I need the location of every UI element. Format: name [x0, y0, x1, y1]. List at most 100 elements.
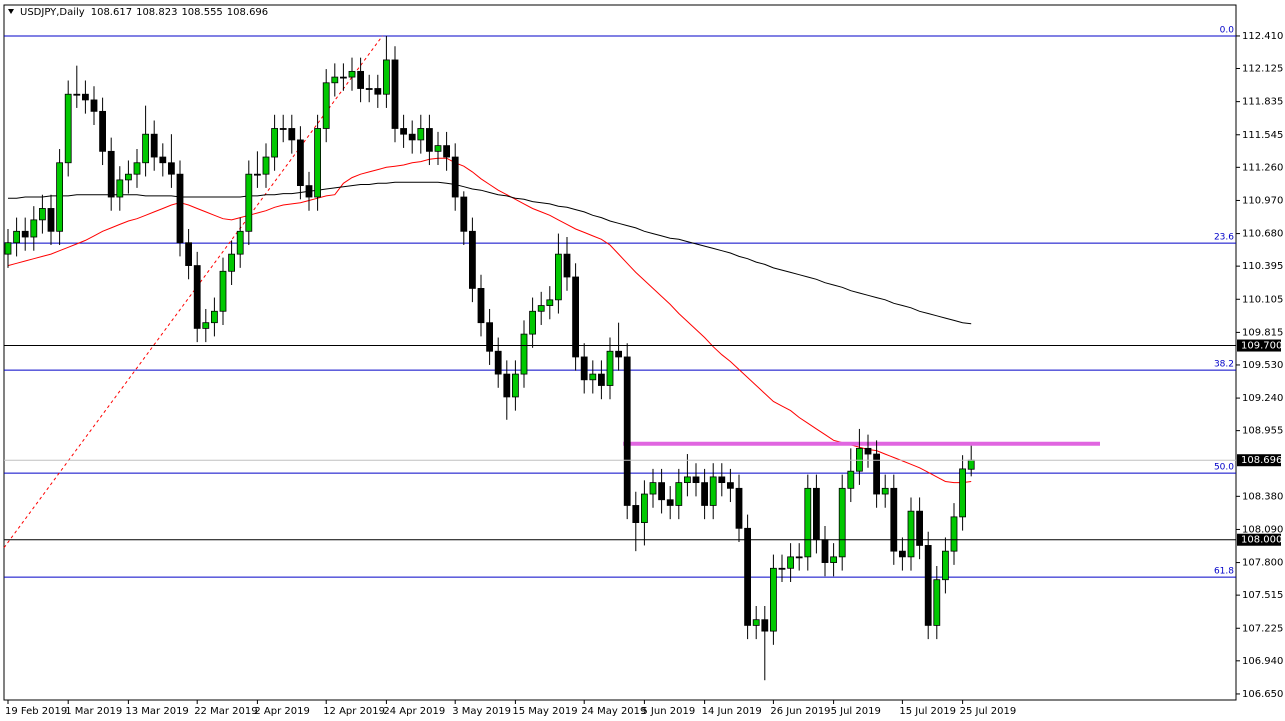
candle-body [727, 482, 734, 489]
candle-body [692, 476, 700, 484]
price-level-box [1237, 339, 1281, 352]
candle-body [649, 482, 657, 495]
y-tick-label: 106.650 [1242, 689, 1283, 700]
candle-body [795, 556, 803, 559]
low: 108.555 [181, 7, 222, 18]
candle-body [718, 476, 726, 484]
candle-body [907, 510, 915, 558]
y-tick-label: 107.800 [1242, 558, 1283, 569]
candle-body [288, 128, 296, 141]
fib-trendline [3, 35, 383, 549]
candle-body [331, 76, 339, 84]
y-tick-label: 106.940 [1242, 656, 1283, 667]
current-price-label: 108.696 [1241, 455, 1282, 466]
candle-body [253, 173, 261, 176]
y-tick-label: 111.545 [1242, 130, 1283, 141]
candle-body [950, 516, 958, 552]
candle-body [761, 619, 769, 632]
candle-body [709, 476, 717, 506]
candle-body [468, 230, 476, 289]
candle-body [641, 493, 648, 523]
candle-body [150, 133, 158, 158]
candle-body [924, 545, 932, 626]
y-tick-label: 110.680 [1242, 229, 1283, 240]
candle-body [684, 476, 691, 484]
candle-body [735, 487, 743, 529]
y-tick-label: 107.515 [1242, 590, 1283, 601]
fib-label: 38.2 [1214, 360, 1234, 370]
candle-body [563, 253, 571, 278]
candle-body [434, 145, 442, 152]
plot-frame [3, 4, 1237, 701]
fib-label: 61.8 [1214, 567, 1234, 577]
candle-body [236, 230, 244, 255]
candle-body [503, 373, 511, 398]
candle-body [589, 373, 597, 381]
candle-body [580, 356, 588, 381]
candle-body [520, 333, 528, 375]
candle-body [744, 527, 751, 626]
candle-body [598, 373, 605, 386]
candle-body [305, 185, 313, 198]
y-tick-label: 109.240 [1242, 393, 1283, 404]
candle-body [4, 242, 12, 255]
candle-body [477, 288, 485, 324]
candle-body [873, 453, 880, 495]
candle-body [271, 128, 279, 158]
fib-label: 50.0 [1214, 463, 1234, 473]
candle-body [537, 305, 545, 312]
candle-body [56, 162, 63, 232]
candle-body [778, 567, 786, 570]
candle-body [666, 499, 674, 506]
candle-body [39, 208, 46, 221]
candle-body [451, 156, 459, 198]
y-tick-label: 112.125 [1242, 64, 1283, 75]
price-level-label: 109.700 [1241, 341, 1282, 352]
candle-body [382, 59, 390, 95]
candle-body [821, 539, 829, 563]
candle-body [374, 88, 382, 95]
candle-body [133, 162, 141, 175]
candle-body [296, 139, 304, 187]
candle-body [400, 128, 408, 135]
x-tick-label: 15 May 2019 [512, 706, 577, 717]
candle-body [555, 253, 562, 301]
candle-body [959, 468, 966, 518]
candle-body [245, 173, 253, 232]
candle-body [967, 459, 975, 470]
y-tick-label: 107.225 [1242, 623, 1283, 634]
candle-body [813, 487, 820, 541]
y-tick-label: 109.530 [1242, 360, 1283, 371]
candle-body [408, 133, 416, 141]
candle-body [830, 556, 837, 563]
menu-arrow[interactable] [8, 9, 14, 14]
candle-body [219, 270, 227, 312]
price-level-label: 108.000 [1241, 535, 1282, 546]
candle-body [322, 82, 330, 129]
candle-body [658, 482, 665, 501]
x-tick-label: 24 Apr 2019 [383, 706, 445, 717]
candle-body [916, 510, 923, 546]
price-level-box [1237, 533, 1281, 546]
x-tick-label: 19 Feb 2019 [5, 706, 67, 717]
y-tick-label: 112.410 [1242, 31, 1283, 42]
candle-body [675, 482, 683, 506]
y-tick-label: 111.260 [1242, 162, 1283, 173]
x-tick-label: 12 Apr 2019 [323, 706, 385, 717]
candle-body [933, 579, 941, 626]
x-tick-label: 22 Mar 2019 [194, 706, 257, 717]
candle-body [425, 128, 433, 152]
candle-body [899, 550, 906, 558]
candle-body [314, 128, 322, 198]
candle-body [804, 487, 812, 558]
candle-body [262, 156, 270, 175]
candle-body [142, 133, 150, 164]
candle-body [546, 299, 554, 306]
candle-body [864, 447, 872, 455]
candle-body [107, 150, 115, 198]
candle-body [193, 265, 201, 329]
candle-body [82, 93, 89, 101]
x-tick-label: 25 Jul 2019 [960, 706, 1017, 717]
y-tick-label: 108.380 [1242, 491, 1283, 502]
candle-body [494, 350, 502, 375]
